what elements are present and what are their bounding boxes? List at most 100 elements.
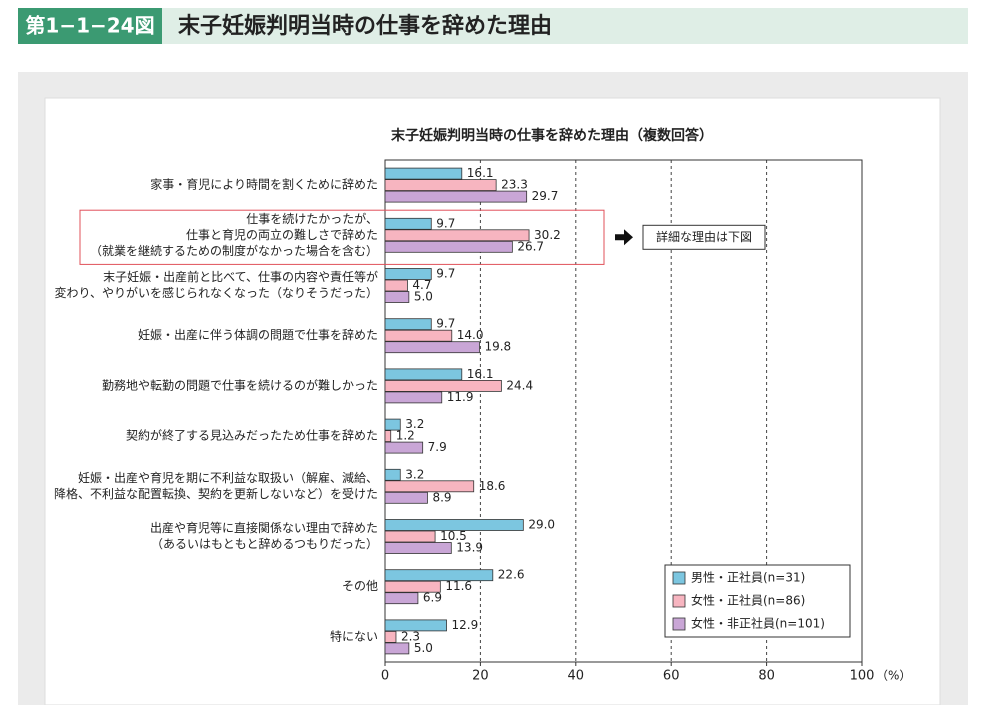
bar <box>384 217 432 230</box>
value-label: 13.9 <box>456 541 483 555</box>
figure-label-box <box>18 8 162 44</box>
category-label: 契約が終了する見込みだったため仕事を辞めた <box>126 428 378 443</box>
category-label: 出産や育児等に直接関係ない理由で辞めた（あるいはもともと辞めるつもりだった） <box>150 520 378 551</box>
highlight-box <box>79 209 605 265</box>
value-label: 29.7 <box>532 189 559 203</box>
x-unit: （%） <box>876 669 911 683</box>
bar <box>384 268 432 280</box>
value-label: 24.4 <box>506 378 533 392</box>
category-line: その他 <box>342 579 378 593</box>
bar <box>384 341 480 354</box>
value-label: 11.9 <box>447 390 474 404</box>
value-label: 26.7 <box>517 239 544 253</box>
value-label: 8.9 <box>432 490 451 504</box>
chart-title: 末子妊娠判明当時の仕事を辞めた理由（複数回答） <box>391 127 713 144</box>
annotation: 詳細な理由は下図 <box>656 229 752 244</box>
x-tick-label: 20 <box>472 669 489 684</box>
bar <box>384 569 494 582</box>
legend-label: 女性・非正社員(n=101) <box>691 616 825 631</box>
value-label: 4.7 <box>412 278 431 292</box>
legend-swatch <box>672 571 686 585</box>
bar <box>384 291 410 303</box>
bar <box>384 318 432 331</box>
value-label: 29.0 <box>528 518 555 532</box>
value-label: 3.2 <box>405 417 424 431</box>
category-label: 家事・育児により時間を割くために辞めた <box>150 177 378 192</box>
value-label: 5.0 <box>414 641 433 655</box>
category-label: 仕事を続けたかったが、仕事と育児の両立の難しさで辞めた（就業を継続するための制度… <box>90 211 378 258</box>
value-label: 12.9 <box>452 618 479 632</box>
category-line: 勤務地や転勤の問題で仕事を続けるのが難しかった <box>102 377 378 392</box>
legend-label: 男性・正社員(n=31) <box>691 570 805 585</box>
category-line: 妊娠・出産に伴う体調の問題で仕事を辞めた <box>138 327 378 342</box>
value-label: 2.3 <box>401 629 420 643</box>
bar <box>384 379 502 392</box>
category-line: 契約が終了する見込みだったため仕事を辞めた <box>126 428 378 443</box>
value-label: 10.5 <box>440 529 467 543</box>
category-line: 特にない <box>330 628 378 643</box>
bar <box>384 190 528 203</box>
bar <box>384 441 424 454</box>
category-label: 勤務地や転勤の問題で仕事を続けるのが難しかった <box>102 377 378 392</box>
bar <box>384 167 463 180</box>
value-label: 9.7 <box>436 267 455 281</box>
category-line: （就業を継続するための制度がなかった場合を含む） <box>90 243 378 258</box>
bar <box>384 491 428 504</box>
bar <box>384 619 447 632</box>
legend-label: 女性・正社員(n=86) <box>691 593 805 608</box>
value-label: 16.1 <box>467 367 494 381</box>
value-label: 22.6 <box>498 568 525 582</box>
header-band <box>18 8 968 44</box>
header-title: 末子妊娠判明当時の仕事を辞めた理由 <box>178 13 552 39</box>
value-label: 14.0 <box>457 328 484 342</box>
value-label: 6.9 <box>423 591 442 605</box>
annotation-arrow <box>615 229 633 246</box>
bar <box>384 179 497 192</box>
bar <box>384 542 452 554</box>
bar <box>384 279 408 292</box>
value-label: 3.2 <box>405 467 424 481</box>
x-tick-label: 0 <box>381 669 389 684</box>
value-label: 30.2 <box>534 228 561 242</box>
annotation-box <box>642 224 766 250</box>
bar <box>384 430 392 443</box>
value-label: 9.7 <box>436 216 455 230</box>
legend-swatch <box>672 594 686 608</box>
bar <box>384 580 441 593</box>
category-label: 妊娠・出産や育児を期に不利益な取扱い（解雇、減給、降格、不利益な配置転換、契約を… <box>54 470 378 501</box>
x-tick-label: 60 <box>663 669 680 684</box>
x-tick-label: 40 <box>568 669 585 684</box>
category-line: 末子妊娠・出産前と比べて、仕事の内容や責任等が <box>103 269 378 284</box>
category-label: 末子妊娠・出産前と比べて、仕事の内容や責任等が変わり、やりがいを感じられなくなっ… <box>54 269 378 300</box>
bar <box>384 519 524 531</box>
bar <box>384 592 419 605</box>
value-label: 9.7 <box>436 317 455 331</box>
bar <box>384 642 410 655</box>
value-label: 5.0 <box>414 290 433 304</box>
value-label: 16.1 <box>467 166 494 180</box>
category-line: 仕事と育児の両立の難しさで辞めた <box>186 227 378 242</box>
value-label: 7.9 <box>428 440 447 454</box>
bar <box>384 391 443 404</box>
category-line: 降格、不利益な配置転換、契約を更新しないなど）を受けた <box>54 486 378 501</box>
value-label: 1.2 <box>396 429 415 443</box>
value-label: 18.6 <box>479 479 506 493</box>
category-line: 出産や育児等に直接関係ない理由で辞めた <box>150 520 378 535</box>
bar <box>384 480 475 493</box>
bar <box>384 240 513 253</box>
bar <box>384 418 401 431</box>
category-line: 仕事を続けたかったが、 <box>246 211 378 226</box>
value-label: 19.8 <box>484 340 511 354</box>
legend-box <box>664 564 851 638</box>
plot-frame <box>384 159 863 663</box>
category-line: （あるいはもともと辞めるつもりだった） <box>151 536 378 551</box>
legend-swatch <box>672 617 686 631</box>
bar <box>384 329 453 342</box>
bar <box>384 530 436 543</box>
category-label: 妊娠・出産に伴う体調の問題で仕事を辞めた <box>138 327 378 342</box>
category-line: 変わり、やりがいを感じられなくなった（なりそうだった） <box>54 285 378 300</box>
category-line: 家事・育児により時間を割くために辞めた <box>150 177 378 192</box>
category-label: 特にない <box>330 628 378 643</box>
bar <box>384 468 401 481</box>
